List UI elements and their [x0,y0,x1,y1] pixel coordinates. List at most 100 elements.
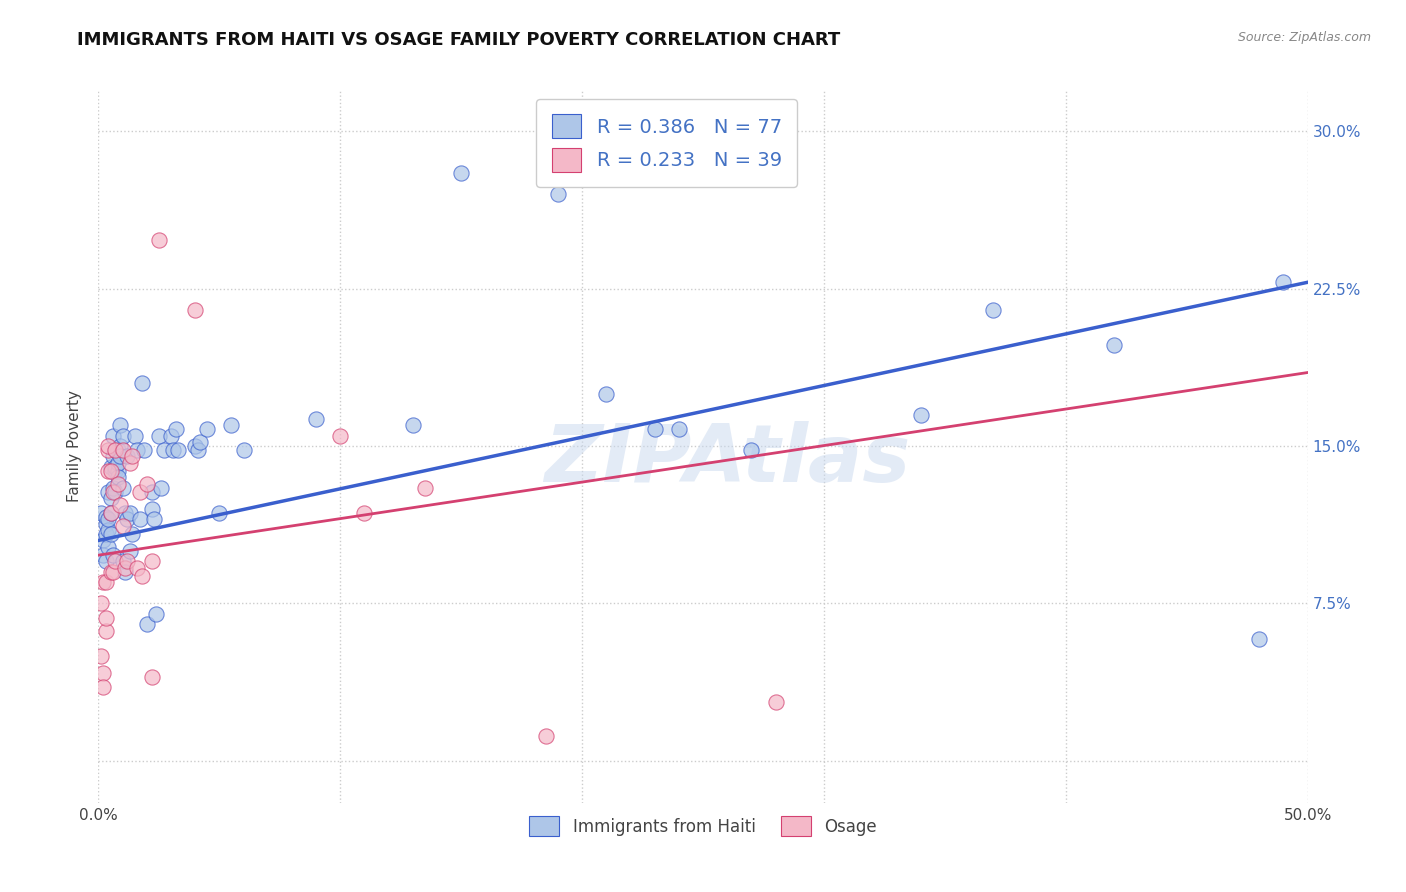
Point [104,443,127,458]
Point [534,729,557,743]
Point [94,554,117,568]
Text: IMMIGRANTS FROM HAITI VS OSAGE FAMILY POVERTY CORRELATION CHART: IMMIGRANTS FROM HAITI VS OSAGE FAMILY PO… [77,31,841,49]
Point [329,428,352,442]
Point [114,506,136,520]
Point [1249,632,1271,646]
Point [187,443,209,458]
Point [128,512,150,526]
Point [108,439,131,453]
Point [402,417,425,432]
Point [101,565,124,579]
Point [1102,338,1125,352]
Point [97,439,120,453]
Point [305,411,328,425]
Point [910,408,932,422]
Point [90,648,112,663]
Point [104,485,127,500]
Point [413,481,436,495]
Point [108,417,131,432]
Point [101,428,124,442]
Point [91,548,114,562]
Point [91,575,114,590]
Point [94,516,117,531]
Point [100,491,122,506]
Point [141,502,163,516]
Point [595,386,617,401]
Point [131,376,153,390]
Point [1272,275,1295,289]
Point [100,464,122,478]
Point [111,443,134,458]
Point [97,512,120,526]
Point [118,456,141,470]
Point [97,540,120,554]
Point [90,596,112,610]
Point [121,450,143,464]
Point [107,456,129,470]
Point [107,476,129,491]
Point [101,481,124,495]
Point [91,665,114,680]
Point [188,434,211,449]
Point [981,302,1004,317]
Point [97,485,120,500]
Point [104,464,127,478]
Point [162,443,184,458]
Point [127,560,149,574]
Point [101,450,124,464]
Text: ZIPAtlas: ZIPAtlas [544,421,910,500]
Point [143,512,166,526]
Point [208,506,231,520]
Point [90,506,112,520]
Point [91,533,114,548]
Point [152,443,174,458]
Point [94,510,117,524]
Point [150,481,173,495]
Point [94,624,117,638]
Point [145,607,167,621]
Legend: Immigrants from Haiti, Osage: Immigrants from Haiti, Osage [517,805,889,848]
Point [644,422,666,436]
Point [104,554,127,568]
Point [114,565,136,579]
Point [450,166,472,180]
Point [100,460,122,475]
Point [91,681,114,695]
Point [100,565,122,579]
Point [184,302,207,317]
Point [124,428,146,442]
Point [97,464,120,478]
Point [101,485,124,500]
Point [104,460,127,475]
Point [135,617,157,632]
Point [141,554,163,568]
Point [221,417,243,432]
Point [117,512,139,526]
Point [111,518,134,533]
Point [148,428,170,442]
Point [668,422,690,436]
Point [128,485,150,500]
Point [131,569,153,583]
Point [94,527,117,541]
Y-axis label: Family Poverty: Family Poverty [67,390,83,502]
Point [94,575,117,590]
Point [101,548,124,562]
Point [165,422,187,436]
Point [117,450,139,464]
Point [134,443,156,458]
Point [353,506,375,520]
Point [94,611,117,625]
Text: Source: ZipAtlas.com: Source: ZipAtlas.com [1237,31,1371,45]
Point [141,670,163,684]
Point [117,554,139,568]
Point [107,464,129,478]
Point [127,443,149,458]
Point [765,695,787,709]
Point [97,523,120,537]
Point [108,450,131,464]
Point [118,544,141,558]
Point [160,428,183,442]
Point [232,443,254,458]
Point [114,560,136,574]
